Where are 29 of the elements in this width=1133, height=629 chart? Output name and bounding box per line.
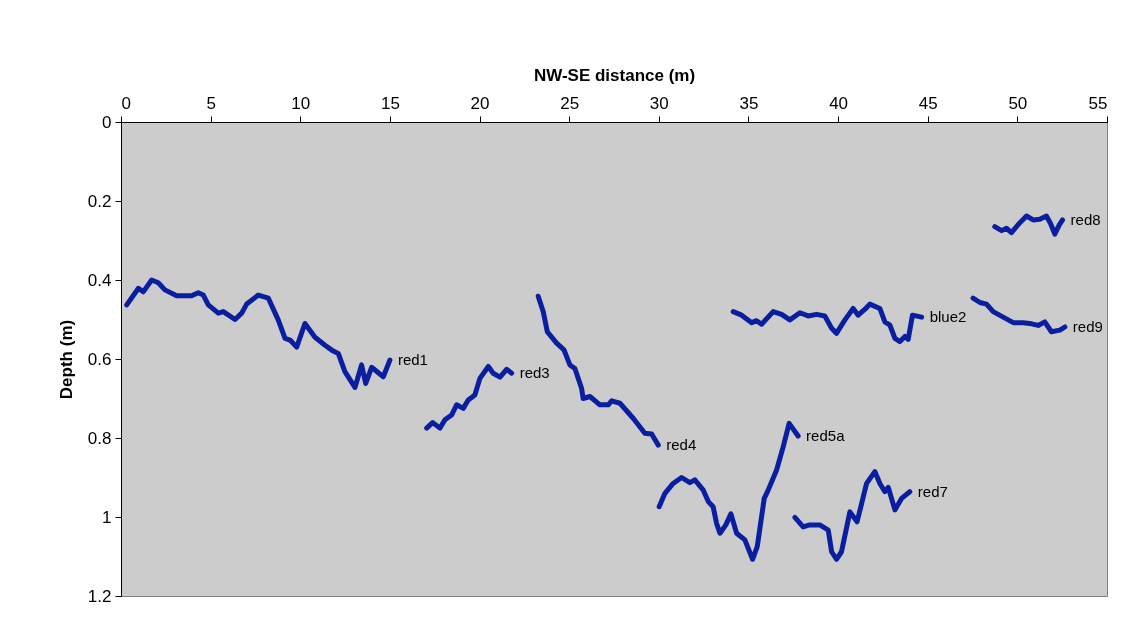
- series-label: red1: [397, 351, 428, 369]
- y-axis-title: Depth (m): [56, 319, 76, 400]
- series-label: red8: [1070, 210, 1101, 228]
- series-label: blue2: [929, 308, 967, 326]
- x-tick-label: 15: [380, 93, 400, 113]
- x-tick-label: 40: [829, 93, 849, 113]
- x-tick-label: 25: [560, 93, 580, 113]
- series-label: red5a: [806, 427, 846, 445]
- y-tick-label: 0.6: [87, 349, 112, 369]
- y-tick-label: 0.4: [87, 270, 112, 290]
- y-tick-label: 0.8: [87, 428, 112, 448]
- x-tick-label: 5: [206, 93, 216, 113]
- x-tick-label: 30: [649, 93, 669, 113]
- x-tick-label: 35: [739, 93, 759, 113]
- x-axis-title: NW-SE distance (m): [533, 65, 696, 85]
- series-label: red9: [1072, 318, 1103, 336]
- y-tick-label: 1: [102, 507, 112, 527]
- x-tick-label: 45: [918, 93, 938, 113]
- x-tick-label: 20: [470, 93, 490, 113]
- x-tick-label: 50: [1008, 93, 1028, 113]
- x-tick-label: 55: [1088, 93, 1108, 113]
- series-label: red7: [917, 482, 948, 500]
- y-tick-label: 1.2: [87, 586, 112, 606]
- x-tick-label: 10: [291, 93, 311, 113]
- y-tick-label: 0.2: [87, 191, 112, 211]
- series-label: red4: [666, 436, 697, 454]
- series-label: red3: [519, 364, 550, 382]
- x-tick-label: 0: [121, 93, 131, 113]
- y-tick-label: 0: [102, 112, 112, 132]
